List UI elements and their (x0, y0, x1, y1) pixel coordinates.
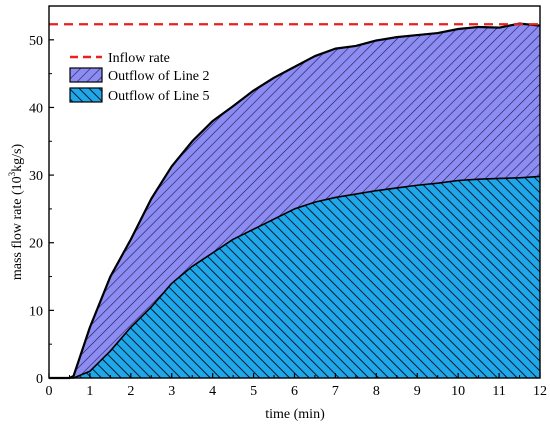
legend-label-inflow: Inflow rate (108, 51, 170, 66)
y-axis-label: mass flow rate (103kg/s) (7, 144, 25, 281)
x-tick-label: 4 (209, 384, 216, 399)
y-tick-label: 40 (29, 101, 43, 116)
line-outflow-total (49, 22, 541, 380)
area-outflow-line2 (49, 23, 540, 379)
x-tick-label: 7 (332, 384, 339, 399)
area-outflow-line5 (49, 176, 540, 378)
y-axis-label-tail: kg/s) (10, 144, 25, 172)
y-tick-label: 50 (29, 34, 43, 49)
legend-swatch-line2 (69, 67, 103, 83)
legend-swatch-line5 (69, 87, 103, 103)
x-axis-label: time (min) (265, 407, 325, 422)
y-tick-label: 20 (29, 237, 43, 252)
x-tick-label: 8 (373, 384, 380, 399)
x-tick-label: 0 (46, 384, 53, 399)
line-outflow-line5 (49, 175, 541, 379)
y-tick-label: 30 (29, 169, 43, 184)
x-tick-label: 2 (127, 384, 134, 399)
x-tick-label: 6 (291, 384, 298, 399)
x-tick-label: 11 (492, 384, 505, 399)
legend: Inflow rate Outflow of Line 2 Outflow of… (69, 51, 209, 104)
x-tick-label: 3 (168, 384, 175, 399)
x-tick-label: 9 (414, 384, 421, 399)
legend-label-line5: Outflow of Line 5 (108, 89, 209, 104)
y-tick-label: 0 (36, 372, 43, 387)
y-tick-label: 10 (29, 304, 43, 319)
y-axis-label-main: mass flow rate (10 (10, 176, 25, 280)
legend-label-line2: Outflow of Line 2 (108, 69, 209, 84)
x-tick-label: 10 (451, 384, 465, 399)
y-axis-label-sup: 3 (7, 171, 17, 176)
x-tick-label: 5 (250, 384, 257, 399)
x-tick-label: 12 (533, 384, 547, 399)
x-tick-label: 1 (86, 384, 93, 399)
